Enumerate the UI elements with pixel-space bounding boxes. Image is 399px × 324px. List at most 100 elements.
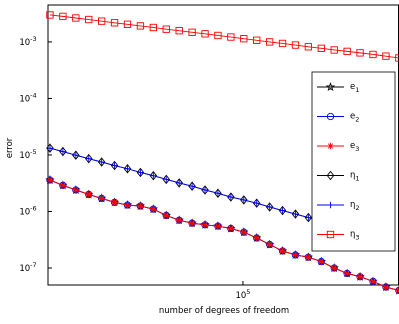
marker [214, 222, 222, 230]
marker [318, 258, 325, 265]
marker [214, 190, 222, 197]
marker [382, 283, 390, 291]
marker [292, 251, 299, 259]
marker [356, 273, 364, 280]
marker [304, 43, 313, 51]
marker [266, 38, 274, 46]
marker [124, 201, 131, 209]
marker [201, 30, 209, 38]
marker [305, 254, 312, 261]
marker [343, 47, 351, 56]
marker [97, 157, 106, 167]
marker [265, 202, 274, 212]
legend-marker [326, 112, 335, 121]
marker [278, 205, 287, 216]
marker [240, 195, 248, 205]
marker [98, 195, 105, 202]
marker [382, 52, 390, 60]
marker [137, 169, 144, 176]
marker [59, 146, 67, 157]
marker [227, 33, 235, 41]
marker [163, 212, 170, 219]
marker [304, 212, 313, 223]
y-tick-label: 10-5 [19, 148, 36, 161]
marker [110, 160, 119, 171]
marker [136, 22, 145, 30]
marker [162, 25, 170, 33]
marker [59, 12, 67, 21]
marker [214, 188, 222, 198]
marker [279, 207, 286, 214]
y-tick-label: 10-7 [19, 261, 36, 274]
legend-marker [326, 230, 335, 239]
marker [291, 209, 300, 219]
legend-label: η1 [350, 171, 360, 183]
marker [253, 200, 260, 207]
legend-marker [325, 82, 336, 91]
legend-label: η3 [350, 230, 360, 242]
marker [240, 228, 248, 236]
legend-label: e2 [350, 112, 359, 124]
marker [188, 181, 196, 191]
marker [252, 198, 261, 208]
marker [266, 241, 273, 248]
y-tick-label: 10-6 [19, 204, 36, 217]
marker [46, 144, 54, 152]
legend-label: e1 [350, 82, 359, 94]
marker [369, 50, 377, 59]
marker [369, 278, 377, 285]
legend-label: e3 [350, 141, 359, 153]
marker [149, 170, 158, 181]
marker [214, 31, 222, 40]
marker [175, 179, 183, 187]
marker [59, 148, 67, 155]
marker [111, 162, 118, 169]
marker [343, 270, 351, 277]
marker [188, 220, 196, 227]
marker [175, 27, 183, 35]
marker [356, 49, 364, 57]
marker [292, 210, 299, 218]
legend-marker [327, 201, 334, 209]
legend-box [311, 71, 396, 252]
marker [72, 151, 80, 159]
marker [149, 23, 157, 32]
marker [266, 203, 273, 211]
marker [201, 221, 209, 229]
x-tick-label: 105 [235, 288, 250, 301]
marker [150, 172, 157, 179]
y-axis-label: error [5, 137, 15, 158]
y-tick-label: 10-3 [19, 35, 36, 48]
y-tick-label: 10-4 [19, 91, 36, 104]
marker [85, 155, 92, 162]
marker [46, 11, 54, 19]
marker [330, 46, 338, 54]
marker [46, 176, 54, 184]
marker [124, 165, 131, 172]
legend-marker [326, 170, 335, 181]
marker [240, 35, 248, 43]
marker [291, 41, 300, 49]
marker [72, 150, 80, 160]
marker [85, 191, 92, 198]
marker [137, 202, 144, 210]
marker [201, 186, 209, 194]
marker [175, 217, 183, 224]
marker [163, 176, 170, 183]
marker [331, 264, 338, 272]
marker [150, 205, 157, 213]
marker [111, 199, 118, 206]
marker [72, 14, 80, 22]
legend-marker [327, 142, 334, 150]
marker [72, 186, 80, 194]
marker [162, 174, 171, 185]
marker [136, 167, 145, 178]
marker [227, 225, 235, 232]
series-line [49, 179, 399, 291]
marker [278, 39, 287, 48]
marker [201, 185, 209, 195]
marker [240, 196, 248, 204]
marker [85, 15, 93, 24]
series-line [49, 14, 399, 59]
